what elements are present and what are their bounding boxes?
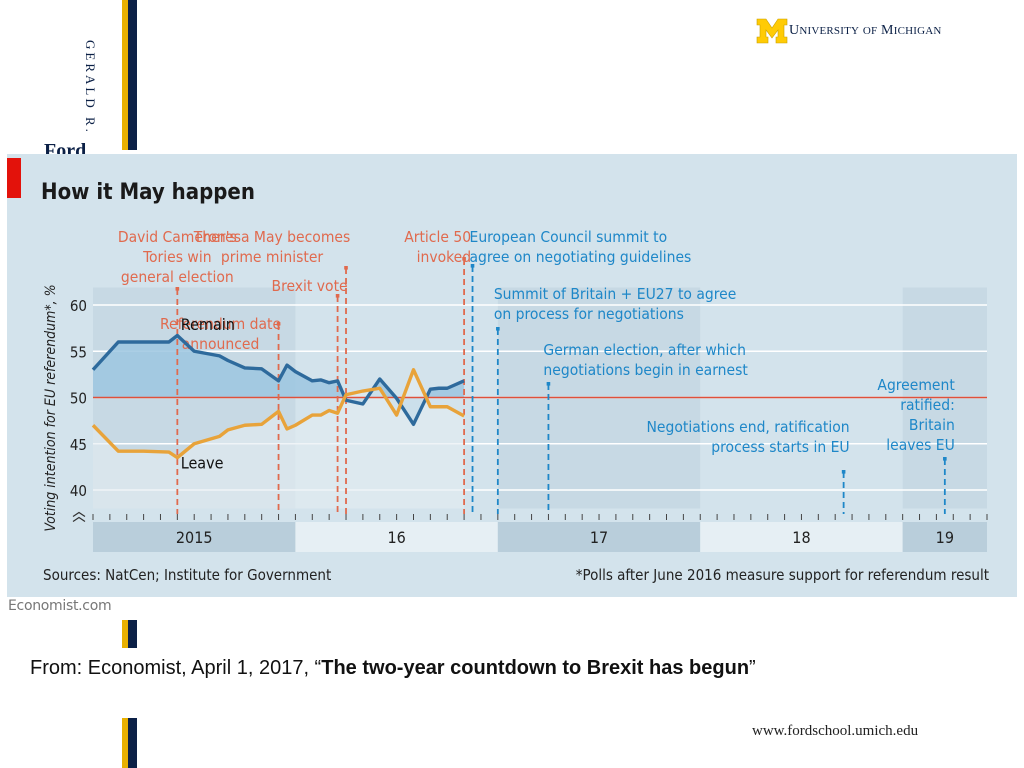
event-marker-2 bbox=[335, 294, 340, 298]
axis-break-icon bbox=[72, 511, 86, 522]
year-bar-0 bbox=[93, 522, 296, 552]
remain-area bbox=[93, 335, 465, 425]
year-label-17: 17 bbox=[590, 528, 608, 547]
event-label-5: European Council summit to bbox=[470, 228, 668, 246]
event-label-9: ratified: bbox=[900, 396, 955, 414]
event-marker-5 bbox=[470, 264, 475, 268]
year-label-18: 18 bbox=[792, 528, 810, 547]
ytick-label-45: 45 bbox=[70, 436, 87, 454]
event-marker-8 bbox=[841, 470, 846, 474]
event-marker-7 bbox=[546, 382, 551, 386]
school-name-vertical: GERALD R. bbox=[83, 40, 98, 135]
y-axis-label: Voting intention for EU referendum*, % bbox=[43, 284, 59, 531]
brand-stripe-navy bbox=[128, 0, 137, 150]
event-label-0: David Cameron's bbox=[118, 228, 237, 246]
event-label-3: prime minister bbox=[221, 248, 324, 266]
citation: From: Economist, April 1, 2017, “The two… bbox=[30, 657, 756, 680]
event-label-6: Summit of Britain + EU27 to agree bbox=[494, 285, 737, 303]
brand-stripe-navy bbox=[128, 718, 137, 768]
series-line-remain bbox=[91, 333, 465, 427]
chart-red-accent bbox=[7, 158, 21, 198]
event-label-2: Brexit vote bbox=[272, 277, 348, 295]
event-label-0: general election bbox=[121, 268, 234, 286]
brand-stripe-maize bbox=[122, 0, 128, 150]
event-label-8: process starts in EU bbox=[711, 438, 849, 456]
year-bar-2 bbox=[497, 522, 701, 552]
event-marker-9 bbox=[943, 457, 947, 461]
brand-stripe-maize bbox=[122, 718, 128, 768]
series-label-remain: Remain bbox=[181, 315, 235, 334]
event-label-5: agree on negotiating guidelines bbox=[470, 248, 692, 266]
event-label-6: on process for negotiations bbox=[494, 305, 684, 323]
block-m-icon bbox=[756, 18, 788, 44]
event-marker-0 bbox=[175, 287, 180, 291]
chart-footnote: *Polls after June 2016 measure support f… bbox=[576, 566, 989, 584]
brand-stripe-maize bbox=[122, 620, 128, 648]
brand-stripe-navy bbox=[128, 620, 137, 648]
university-logo[interactable]: UNIVERSITY OF MICHIGAN bbox=[756, 18, 942, 44]
event-marker-6 bbox=[496, 327, 500, 331]
year-label-19: 19 bbox=[936, 528, 954, 547]
ytick-label-60: 60 bbox=[70, 297, 87, 315]
year-bar-1 bbox=[295, 522, 498, 552]
brexit-timeline-chart: How it May happen 2015 16 17 18 19 40 45 50 55 60 D… bbox=[41, 180, 989, 584]
event-label-0: Tories win bbox=[142, 248, 211, 266]
chart-sources: Sources: NatCen; Institute for Governmen… bbox=[43, 566, 331, 584]
ytick-label-50: 50 bbox=[70, 390, 87, 408]
event-label-7: German election, after which bbox=[543, 341, 746, 359]
chart-title: How it May happen bbox=[41, 180, 255, 205]
event-label-7: negotiations begin in earnest bbox=[543, 361, 748, 379]
university-wordmark: UNIVERSITY OF MICHIGAN bbox=[789, 23, 942, 38]
event-label-1: Referendum date bbox=[160, 315, 281, 333]
year-label-16: 16 bbox=[387, 528, 405, 547]
event-label-3: Theresa May becomes bbox=[193, 228, 350, 246]
series-line-leave bbox=[91, 368, 465, 460]
website-link[interactable]: www.fordschool.umich.edu bbox=[752, 723, 919, 739]
series-label-leave: Leave bbox=[181, 454, 224, 473]
event-label-1: announced bbox=[182, 335, 260, 353]
ytick-label-55: 55 bbox=[70, 343, 87, 361]
event-label-4: Article 50 bbox=[404, 228, 471, 246]
citation-suffix: ” bbox=[749, 657, 756, 679]
year-bar-3 bbox=[700, 522, 903, 552]
event-label-9: leaves EU bbox=[886, 436, 955, 454]
event-label-8: Negotiations end, ratification bbox=[646, 418, 849, 436]
event-label-4: invoked bbox=[417, 248, 471, 266]
source-credit: Economist.com bbox=[8, 598, 112, 614]
event-marker-1 bbox=[276, 322, 281, 326]
event-marker-4 bbox=[462, 257, 466, 261]
citation-prefix: From: Economist, April 1, 2017, “ bbox=[30, 657, 322, 679]
ytick-label-40: 40 bbox=[70, 482, 87, 500]
year-bar-4 bbox=[902, 522, 987, 552]
citation-article-title: The two-year countdown to Brexit has beg… bbox=[321, 657, 750, 679]
event-label-9: Britain bbox=[909, 416, 955, 434]
event-label-9: Agreement bbox=[877, 376, 955, 394]
event-marker-3 bbox=[344, 266, 348, 270]
year-label-2015: 2015 bbox=[176, 528, 213, 547]
